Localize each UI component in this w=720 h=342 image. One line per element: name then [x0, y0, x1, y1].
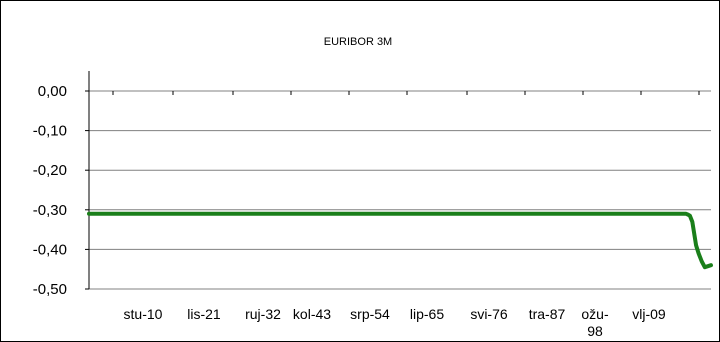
- y-tick-label: -0,40: [33, 241, 67, 258]
- y-tick-label: -0,30: [33, 202, 67, 219]
- y-tick-label: -0,10: [33, 123, 67, 140]
- x-tick-label: vlj-09: [632, 306, 666, 322]
- x-axis-ticks: stu-10 lis-21 ruj-32 kol-43 srp-54 lip-65 svi-…: [112, 91, 700, 339]
- x-tick-label: ruj-32: [245, 306, 281, 322]
- series-line: [87, 211, 713, 270]
- chart-title: EURIBOR 3M: [324, 36, 392, 48]
- y-tick-label: -0,50: [33, 281, 67, 298]
- x-tick-label: lis-21: [187, 306, 221, 322]
- x-tick-label: lip-65: [410, 306, 444, 322]
- series-layer: [87, 211, 713, 270]
- y-tick-label: 0,00: [38, 83, 67, 100]
- x-tick-label: stu-10: [124, 306, 163, 322]
- grid-lines: [89, 90, 711, 290]
- x-tick-label: tra-87: [529, 306, 566, 322]
- y-tick-label: -0,20: [33, 162, 67, 179]
- y-axis-ticks: 0,00 -0,10 -0,20 -0,30 -0,40 -0,50: [33, 83, 89, 298]
- x-tick-label: svi-76: [470, 306, 508, 322]
- x-tick-label: kol-43: [293, 306, 331, 322]
- x-tick-label: srp-54: [350, 306, 390, 322]
- x-tick-label: ožu-98: [581, 306, 609, 339]
